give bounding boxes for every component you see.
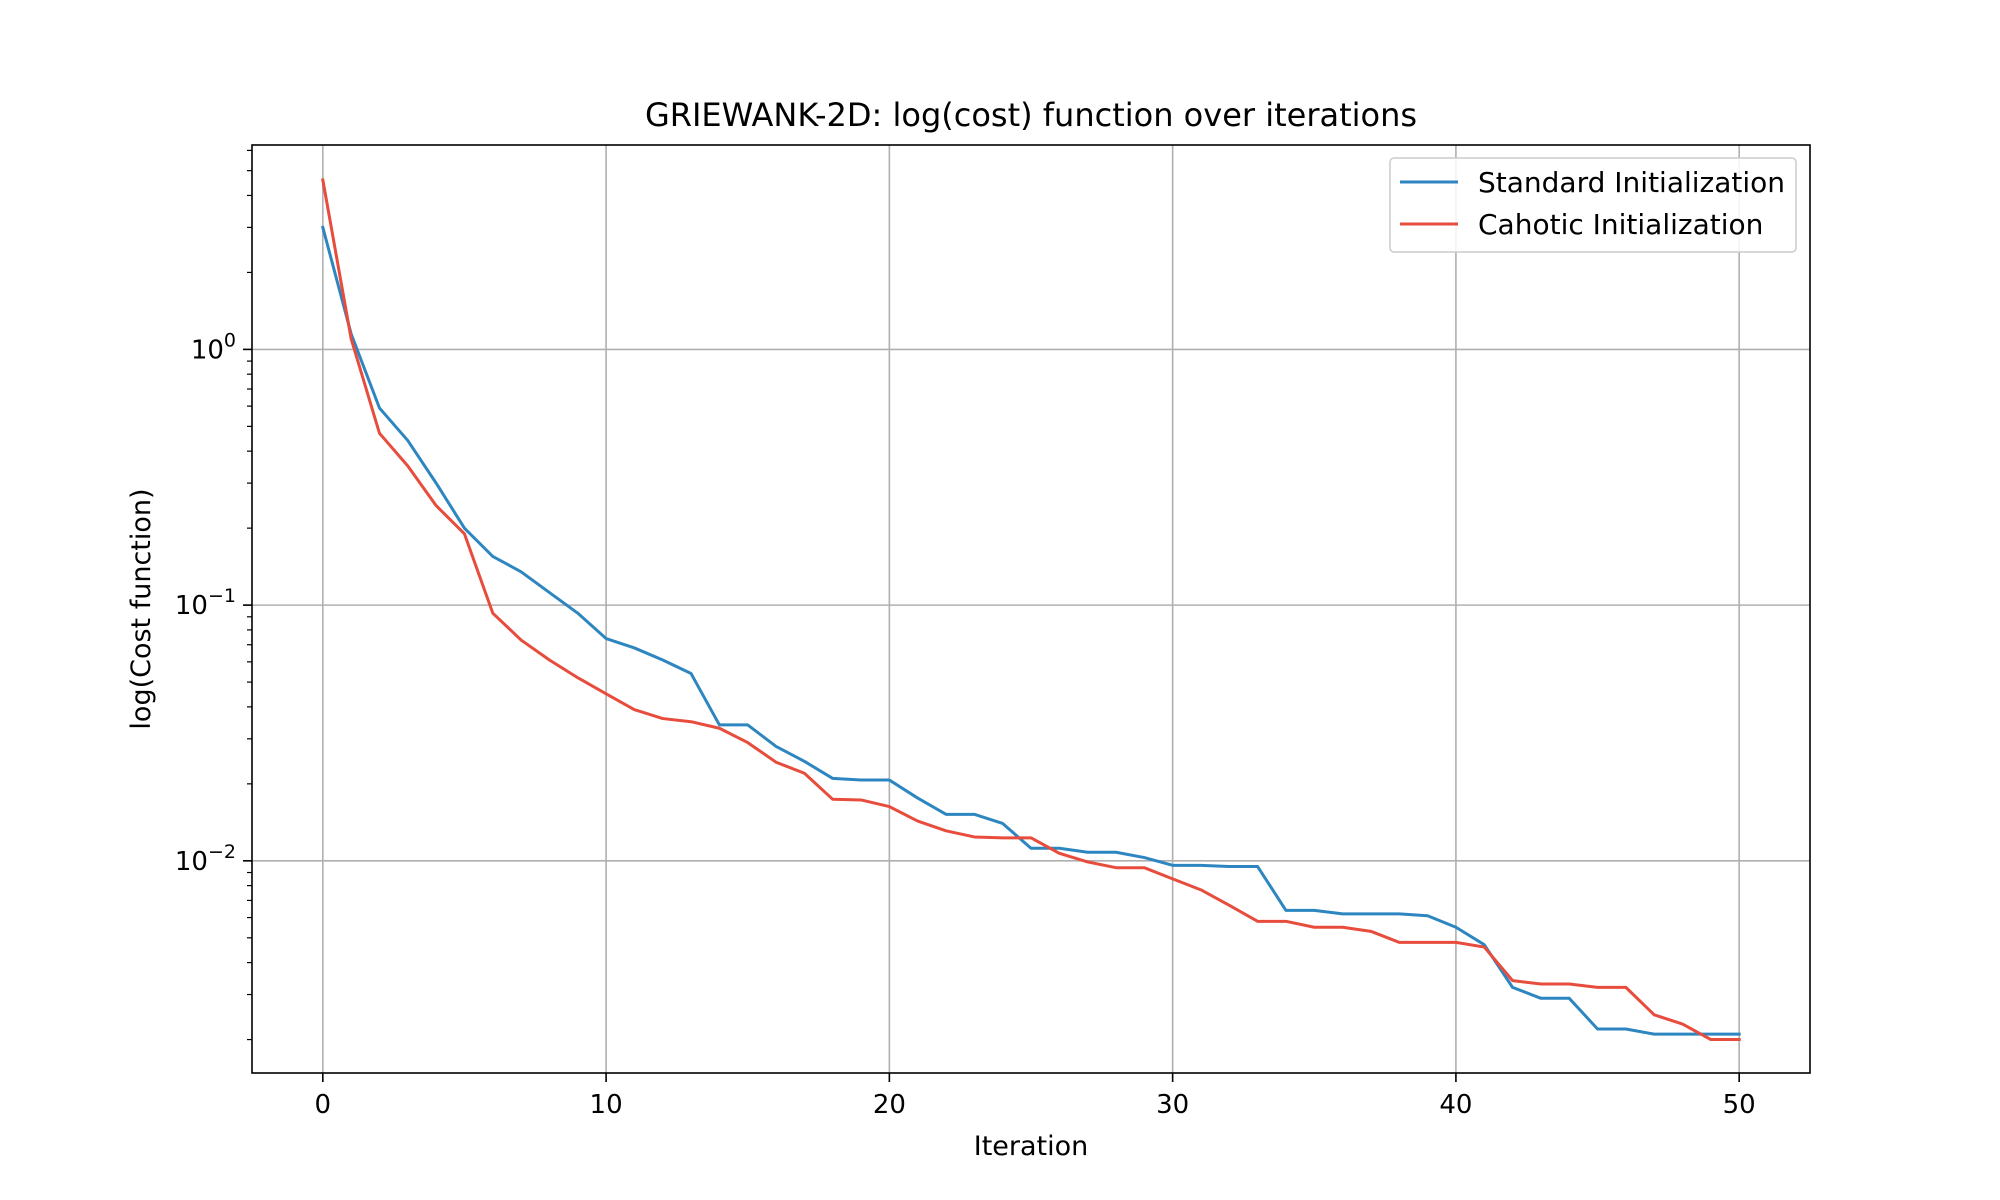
chart-title: GRIEWANK-2D: log(cost) function over ite… — [645, 96, 1417, 134]
legend: Standard Initialization Cahotic Initiali… — [1389, 157, 1797, 253]
x-tick-label: 40 — [1439, 1090, 1472, 1120]
axis-ticks — [243, 149, 1740, 1082]
legend-box — [1389, 157, 1797, 253]
x-tick-label: 10 — [590, 1090, 623, 1120]
x-tick-label: 0 — [315, 1090, 332, 1120]
plot-frame — [251, 144, 1811, 1074]
grid — [252, 145, 1810, 1073]
y-tick-label: 100 — [191, 329, 236, 365]
tick-labels: 0 10 20 30 40 50 100 10−1 10−2 — [175, 329, 1756, 1120]
x-tick-label: 30 — [1156, 1090, 1189, 1120]
y-axis-label: log(Cost function) — [126, 488, 157, 729]
y-tick-label: 10−1 — [175, 585, 236, 621]
x-axis-label: Iteration — [974, 1131, 1089, 1162]
legend-label-chaotic: Cahotic Initialization — [1478, 208, 1763, 241]
series-line-standard — [320, 225, 1741, 1036]
series-lines — [320, 178, 1741, 1042]
x-tick-label: 20 — [873, 1090, 906, 1120]
y-tick-label: 10−2 — [175, 841, 236, 877]
legend-label-standard: Standard Initialization — [1478, 166, 1785, 199]
x-tick-label: 50 — [1723, 1090, 1756, 1120]
series-line-chaotic — [321, 178, 1741, 1042]
